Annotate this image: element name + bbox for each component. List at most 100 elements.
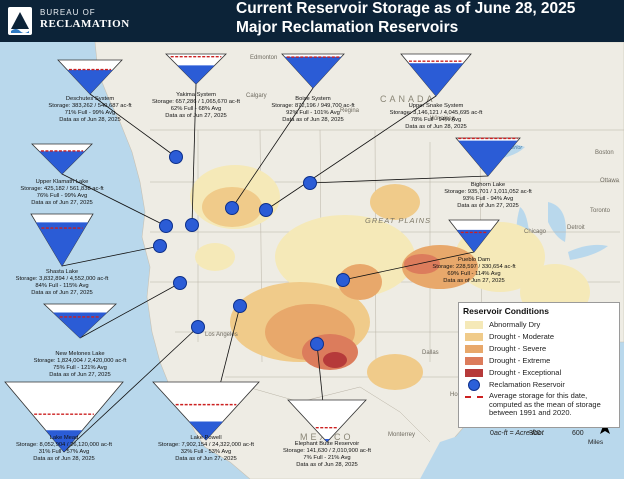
reservoir-percent: 69% Full - 114% Avg bbox=[447, 271, 500, 277]
reservoir-percent: 7% Full - 21% Avg bbox=[303, 455, 350, 461]
region-label-great-plains: GREAT PLAINS bbox=[365, 216, 431, 225]
reservoir-name: Elephant Butte Reservoir bbox=[295, 441, 360, 447]
reservoir-location-marker[interactable] bbox=[336, 273, 350, 287]
reservoir-location-marker[interactable] bbox=[303, 176, 317, 190]
reservoir-percent: 78% Full - 94% Avg bbox=[411, 117, 461, 123]
legend-title: Reservoir Conditions bbox=[463, 306, 549, 316]
page-subtitle: Major Reclamation Reservoirs bbox=[236, 19, 459, 36]
reservoir-storage: Storage: 7,902,154 / 24,322,000 ac-ft bbox=[158, 442, 254, 448]
reservoir-name: Upper Klamath Lake bbox=[36, 179, 89, 185]
reservoir-storage: Storage: 657,286 / 1,065,670 ac-ft bbox=[152, 99, 240, 105]
reservoir-name: Boise System bbox=[295, 96, 331, 102]
reservoir-name: Deschutes System bbox=[66, 96, 114, 102]
reservoir-percent: 92% Full - 101% Avg bbox=[286, 110, 340, 116]
city-label-winnipeg: Winnipeg bbox=[430, 116, 455, 122]
reservoir-location-marker[interactable] bbox=[310, 337, 324, 351]
city-label-chicago: Chicago bbox=[524, 229, 547, 235]
agency-main-label: RECLAMATION bbox=[40, 18, 130, 30]
connector-line bbox=[342, 251, 475, 281]
reservoir-storage-fill bbox=[408, 63, 464, 96]
reservoir-location-marker[interactable] bbox=[259, 203, 273, 217]
footnote: ac-ft = Acre-foot bbox=[494, 430, 544, 437]
gulf-of-mexico bbox=[420, 414, 624, 479]
city-labels: Edmonton Calgary Winnipeg Regina Toronto… bbox=[205, 55, 620, 438]
reservoir-location-marker[interactable] bbox=[225, 201, 239, 215]
header-bar: BUREAU OF RECLAMATION Current Reservoir … bbox=[0, 0, 624, 42]
legend-item-reservoir: Reclamation Reservoir bbox=[463, 379, 615, 391]
reservoir-date: Data as of Jun 28, 2025 bbox=[282, 117, 344, 123]
reservoir-date: Data as of Jun 28, 2025 bbox=[405, 124, 467, 130]
connector-line bbox=[231, 87, 314, 209]
legend-panel: Reservoir Conditions Abnormally Dry Drou… bbox=[458, 302, 620, 428]
reservoir-storage-fill bbox=[456, 229, 492, 252]
connector-line bbox=[191, 83, 197, 226]
legend-swatch bbox=[465, 345, 483, 353]
reservoir-location-marker[interactable] bbox=[185, 218, 199, 232]
scale-tick-300: 300 bbox=[529, 430, 541, 437]
reservoir-location-marker[interactable] bbox=[159, 219, 173, 233]
legend-item-exceptional: Drought - Exceptional bbox=[463, 367, 615, 379]
connector-line bbox=[61, 173, 167, 227]
legend-item-severe: Drought - Severe bbox=[463, 343, 615, 355]
reservoir-storage: Storage: 383,262 / 540,687 ac-ft bbox=[48, 103, 132, 109]
reservoir-storage: Storage: 935,701 / 1,011,052 ac-ft bbox=[444, 189, 532, 195]
reservoir-percent: 93% Full - 94% Avg bbox=[463, 196, 513, 202]
city-label-calgary: Calgary bbox=[246, 93, 267, 99]
reservoir-storage-fill bbox=[35, 222, 89, 266]
country-label-canada: CANADA bbox=[380, 94, 436, 104]
connector-line bbox=[309, 175, 489, 184]
reservoir-location-marker[interactable] bbox=[169, 150, 183, 164]
legend-label: Drought - Exceptional bbox=[489, 368, 562, 377]
city-label-monterrey: Monterrey bbox=[388, 432, 415, 438]
reservoir-storage-fill bbox=[324, 439, 330, 442]
reservoir-percent: 84% Full - 115% Avg bbox=[35, 283, 88, 289]
reservoir-location-marker[interactable] bbox=[153, 239, 167, 253]
scale-tick-600: 600 bbox=[572, 430, 584, 437]
legend-label: Abnormally Dry bbox=[489, 320, 541, 329]
reservoir-location-marker[interactable] bbox=[233, 299, 247, 313]
reservoir-name: Yakima System bbox=[176, 92, 216, 98]
city-label-dallas: Dallas bbox=[422, 350, 439, 356]
reservoir-date: Data as of Jun 27, 2025 bbox=[49, 372, 111, 378]
reservoir-name: Lake Powell bbox=[190, 435, 221, 441]
reservoir-date: Data as of Jun 27, 2025 bbox=[443, 278, 505, 284]
reservoir-date: Data as of Jun 27, 2025 bbox=[31, 200, 93, 206]
legend-label: Reclamation Reservoir bbox=[489, 380, 565, 389]
average-line-icon bbox=[465, 396, 483, 398]
reservoir-name: Bighorn Lake bbox=[471, 182, 505, 188]
reservoir-storage: Storage: 3,146,121 / 4,045,695 ac-ft bbox=[390, 110, 483, 116]
reservoir-location-marker[interactable] bbox=[191, 320, 205, 334]
legend-swatch bbox=[465, 321, 483, 329]
reservoir-date: Data as of Jun 27, 2025 bbox=[457, 203, 519, 209]
connector-line bbox=[265, 95, 437, 211]
reservoir-date: Data as of Jun 27, 2025 bbox=[165, 113, 227, 119]
connector-line bbox=[61, 245, 161, 267]
reservoir-date: Data as of Jun 28, 2025 bbox=[33, 456, 95, 462]
reservoir-name: Pueblo Dam bbox=[458, 257, 490, 263]
city-label-ottawa: Ottawa bbox=[600, 178, 620, 184]
scale-unit: Miles bbox=[588, 439, 604, 446]
legend-item-extreme: Drought - Extreme bbox=[463, 355, 615, 367]
reservoir-name: Lake Mead bbox=[50, 435, 79, 441]
reservoir-storage: Storage: 872,196 / 949,700 ac-ft bbox=[271, 103, 355, 109]
reservoir-date: Data as of Jun 28, 2025 bbox=[296, 462, 358, 468]
reservoir-storage: Storage: 425,182 / 561,838 ac-ft bbox=[20, 186, 104, 192]
reservoir-date: Data as of Jun 27, 2025 bbox=[175, 456, 237, 462]
legend-item-abnormally-dry: Abnormally Dry bbox=[463, 319, 615, 331]
city-label-los-angeles: Los Angeles bbox=[205, 332, 238, 338]
legend-label: Drought - Moderate bbox=[489, 332, 555, 341]
reservoir-capacity-outline bbox=[287, 399, 367, 443]
reservoir-location-marker[interactable] bbox=[173, 276, 187, 290]
connector-line bbox=[89, 93, 177, 158]
reservoir-percent: 76% Full - 99% Avg bbox=[37, 193, 87, 199]
reservoir-name: Shasta Lake bbox=[46, 269, 78, 275]
